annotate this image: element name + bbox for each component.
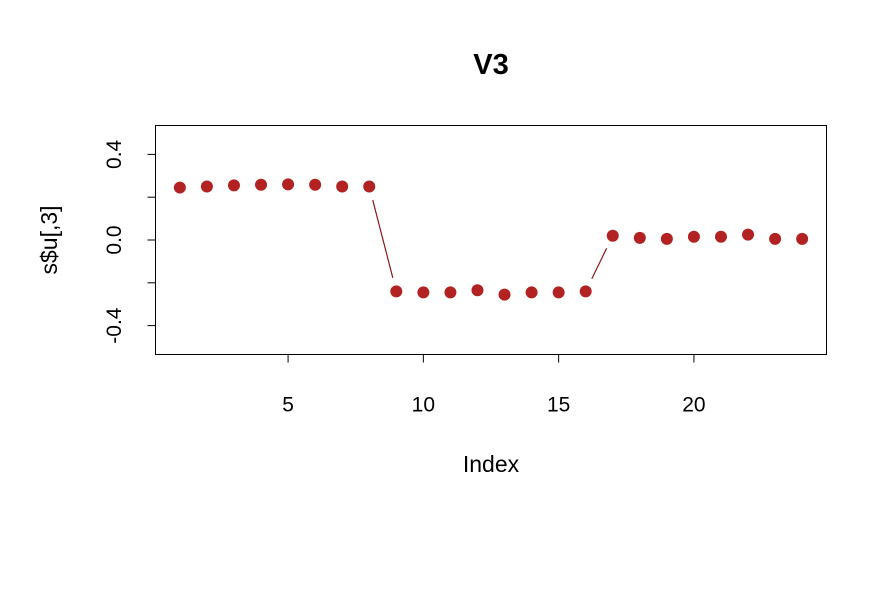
x-tick-label: 10 bbox=[412, 394, 435, 417]
data-point-13 bbox=[498, 288, 511, 301]
chart-title: V3 bbox=[473, 49, 508, 81]
data-point-3 bbox=[227, 179, 240, 192]
data-point-21 bbox=[714, 230, 727, 243]
y-tick-label: -0.4 bbox=[103, 307, 126, 344]
data-point-11 bbox=[444, 286, 457, 299]
data-point-22 bbox=[742, 228, 755, 241]
data-point-5 bbox=[282, 178, 295, 191]
y-tick-label: 0.0 bbox=[103, 225, 126, 254]
x-tick-label: 20 bbox=[682, 394, 705, 417]
y-axis-label: s$u[,3] bbox=[36, 205, 62, 274]
data-point-16 bbox=[579, 285, 592, 298]
y-axis: -0.4 0.0 0.4 bbox=[103, 139, 156, 344]
x-axis: 5 10 15 20 bbox=[282, 354, 706, 417]
data-point-9 bbox=[390, 285, 403, 298]
data-point-14 bbox=[525, 286, 538, 299]
data-point-18 bbox=[633, 231, 646, 244]
data-point-17 bbox=[606, 229, 619, 242]
x-tick-label: 15 bbox=[547, 394, 570, 417]
data-point-10 bbox=[417, 286, 430, 299]
connector-segment-1 bbox=[372, 199, 394, 278]
data-point-20 bbox=[687, 230, 700, 243]
data-point-1 bbox=[173, 181, 186, 194]
data-point-7 bbox=[336, 180, 349, 193]
x-axis-label: Index bbox=[463, 451, 520, 477]
y-tick-label: 0.4 bbox=[103, 139, 126, 169]
data-point-15 bbox=[552, 286, 565, 299]
data-point-4 bbox=[255, 178, 268, 191]
data-point-6 bbox=[309, 178, 322, 191]
data-points bbox=[173, 178, 809, 301]
connector-segments bbox=[372, 199, 608, 280]
data-point-12 bbox=[471, 284, 484, 297]
x-tick-label: 5 bbox=[282, 394, 294, 417]
data-point-24 bbox=[796, 232, 809, 245]
data-point-2 bbox=[200, 180, 213, 193]
data-point-19 bbox=[660, 232, 673, 245]
data-point-23 bbox=[769, 232, 782, 245]
connector-segment-2 bbox=[591, 248, 608, 280]
data-point-8 bbox=[363, 180, 376, 193]
